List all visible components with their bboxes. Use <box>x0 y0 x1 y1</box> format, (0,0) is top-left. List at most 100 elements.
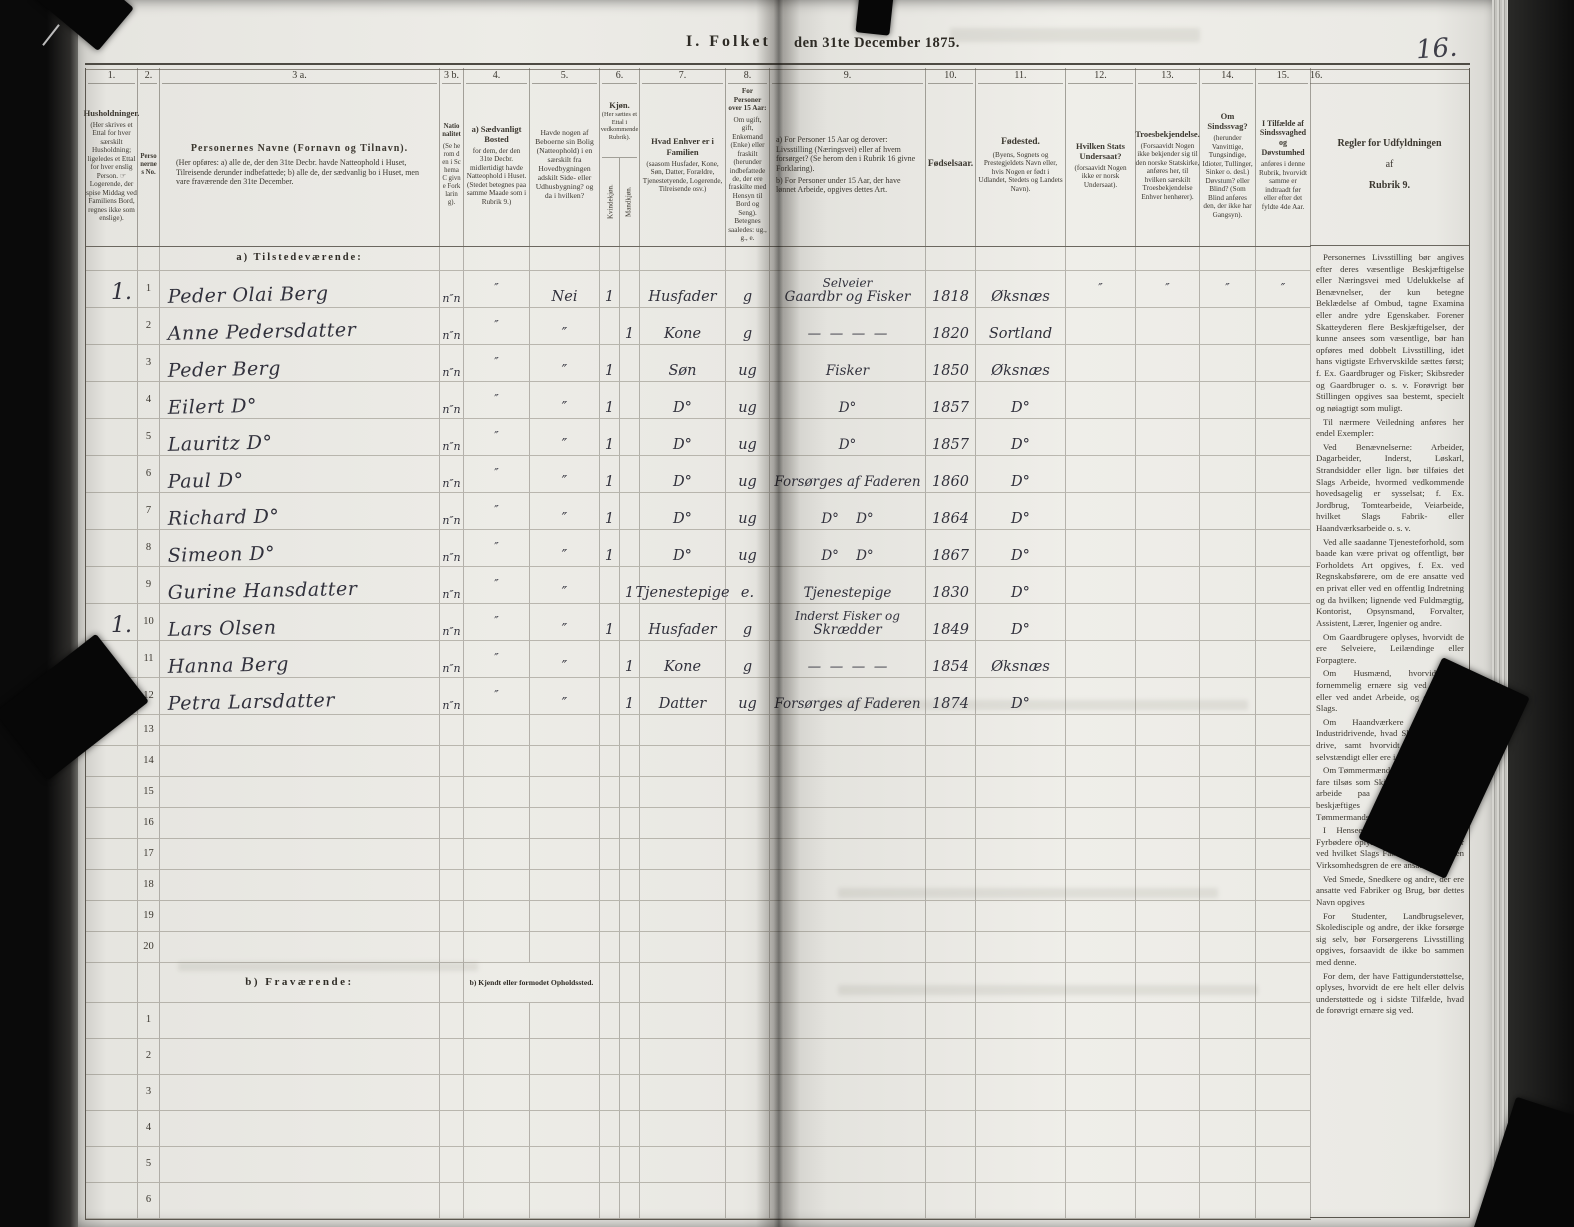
grid-cell <box>1136 963 1200 1003</box>
cell-outbuilding <box>530 932 600 963</box>
cell-usual-residence: ″ <box>464 567 530 604</box>
header-female: Kvindekjøn. <box>606 184 615 220</box>
cell-birthplace: D° <box>976 382 1066 419</box>
header-note: Om ugift, gift, Enkemand (Enke) eller fr… <box>728 115 767 243</box>
print-through-smudge <box>178 962 478 971</box>
cell-person-name: Paul D° <box>160 456 440 493</box>
cell-male: 1 <box>600 345 620 382</box>
absent-whereabouts-label: b) Kjendt eller formodet Opholdssted. <box>464 963 600 1003</box>
cell-person-name <box>160 777 440 808</box>
cell-occupation: Inderst Fisker og Skrædder <box>770 604 926 641</box>
cell-household-no <box>86 901 138 932</box>
cell-onset <box>1256 746 1311 777</box>
empty-table-row: 13 <box>86 715 1311 746</box>
present-section-label: a) Tilstedeværende: <box>160 247 440 271</box>
cell-family-position: D° <box>640 530 726 567</box>
occupation-line2: — — — — <box>807 659 888 676</box>
cell-marital-status: g <box>726 604 770 641</box>
cell-occupation: D° <box>770 382 926 419</box>
cell-family-position <box>640 1075 726 1111</box>
grid-cell <box>726 963 770 1003</box>
cell-person-no: 17 <box>138 839 160 870</box>
cell-birthplace <box>976 777 1066 808</box>
cell-outbuilding: ″ <box>530 641 600 678</box>
print-through-smudge <box>838 888 1218 898</box>
cell-creed <box>1136 678 1200 715</box>
cell-person-no: 3 <box>138 1075 160 1111</box>
scanner-margin-left <box>0 0 78 1227</box>
cell-birth-year: 1860 <box>926 456 976 493</box>
occupation-line2: Skrædder <box>813 622 882 639</box>
cell-household-no: 1. <box>86 604 138 641</box>
cell-insane <box>1200 839 1256 870</box>
header-title: Personernes No. <box>140 152 157 177</box>
cell-outbuilding <box>530 1147 600 1183</box>
cell-citizenship <box>1066 839 1136 870</box>
cell-marital-status: ug <box>726 382 770 419</box>
cell-person-no: 18 <box>138 870 160 901</box>
cell-person-no: 1 <box>138 271 160 308</box>
print-through-smudge <box>950 28 1200 42</box>
cell-citizenship <box>1066 746 1136 777</box>
cell-creed: ″ <box>1136 271 1200 308</box>
cell-creed <box>1136 567 1200 604</box>
grid-cell <box>1136 247 1200 271</box>
cell-male <box>600 1039 620 1075</box>
cell-marital-status <box>726 1075 770 1111</box>
cell-occupation: Tjenestepige <box>770 567 926 604</box>
cell-creed <box>1136 382 1200 419</box>
header-title: Hvad Enhver er i Familien <box>651 136 714 157</box>
cell-family-position: Husfader <box>640 604 726 641</box>
cell-person-no: 19 <box>138 901 160 932</box>
cell-usual-residence: ″ <box>464 641 530 678</box>
cell-household-no <box>86 746 138 777</box>
cell-male: 1 <box>600 530 620 567</box>
cell-occupation: D° D° <box>770 530 926 567</box>
rules-paragraph: For Studenter, Landbrugselever, Skoledis… <box>1316 910 1464 967</box>
occupation-line2: — — — — <box>807 326 888 343</box>
cell-person-no: 8 <box>138 530 160 567</box>
cell-nationality <box>440 1111 464 1147</box>
cell-person-name <box>160 715 440 746</box>
cell-family-position: Tjenestepige <box>635 567 730 604</box>
cell-outbuilding <box>530 1003 600 1039</box>
cell-birthplace <box>976 1183 1066 1219</box>
cell-household-no: 1. <box>86 271 138 308</box>
table-header: 1. Husholdninger. (Her skrives et Ettal … <box>84 68 1311 247</box>
cell-nationality <box>440 1183 464 1219</box>
cell-insane <box>1200 715 1256 746</box>
empty-table-row: 15 <box>86 777 1311 808</box>
empty-table-row: 19 <box>86 901 1311 932</box>
cell-insane <box>1200 345 1256 382</box>
cell-usual-residence: ″ <box>464 456 530 493</box>
cell-person-name <box>160 1183 440 1219</box>
cell-citizenship <box>1066 308 1136 345</box>
table-row: 4 Eilert D° n″n ″ ″ 1 D° ug D° 1857 D° <box>86 382 1311 419</box>
cell-nationality: n″n <box>440 456 464 493</box>
cell-person-no: 13 <box>138 715 160 746</box>
cell-creed <box>1136 345 1200 382</box>
cell-female <box>620 808 640 839</box>
cell-nationality: n″n <box>440 530 464 567</box>
cell-insane <box>1200 746 1256 777</box>
header-no: 14. <box>1202 68 1253 84</box>
rules-paragraph: Om Haandværkere og andre Industridrivend… <box>1316 716 1464 762</box>
cell-onset <box>1256 678 1311 715</box>
header-title: Fødested. <box>1001 136 1040 147</box>
cell-insane <box>1200 493 1256 530</box>
cell-person-no: 11 <box>138 641 160 678</box>
cell-person-no: 9 <box>138 567 160 604</box>
cell-household-no <box>86 870 138 901</box>
person-name-text: Anne Pedersdatter <box>167 318 357 345</box>
cell-marital-status <box>726 777 770 808</box>
cell-creed <box>1136 1003 1200 1039</box>
cell-birth-year <box>926 1183 976 1219</box>
header-citizenship: 12. Hvilken Stats Undersaat? (forsaavidt… <box>1066 68 1136 246</box>
header-no: 13. <box>1138 68 1197 84</box>
cell-citizenship <box>1066 493 1136 530</box>
cell-birthplace <box>976 932 1066 963</box>
cell-creed <box>1136 1183 1200 1219</box>
header-title: For Personer over 15 Aar: <box>728 87 767 113</box>
table-row: 7 Richard D° n″n ″ ″ 1 D° ug D° D° 1864 … <box>86 493 1311 530</box>
